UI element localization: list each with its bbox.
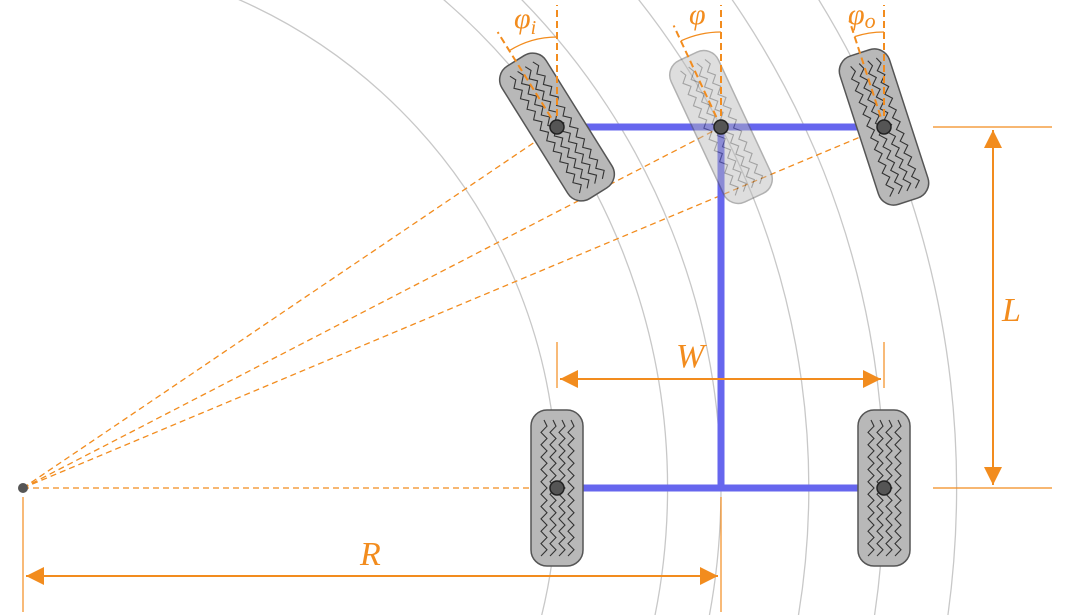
phi-center-label: φ [689,0,706,31]
wheel-pivots [549,119,892,496]
wheelbase-label: L [1001,292,1021,329]
tire-tread [850,65,895,197]
tire-tread [875,57,920,189]
track-width-label: W [676,338,707,375]
turning-circle [520,0,722,615]
tire-tread [509,75,582,194]
labels: φi φ φo L W R [359,0,1021,573]
steering-angle-markers [496,5,885,128]
turning-circle [238,0,558,615]
turn-radius-label: R [359,536,381,573]
turning-circle [731,0,885,615]
wheel-pivot [713,119,729,135]
turning-center-ray [22,126,885,489]
tire-tread [567,419,575,557]
tire-tread [696,62,756,188]
phi-inner-label: φi [514,2,536,39]
steering-angle-arc [680,31,722,42]
wheel-pivot [876,480,892,496]
tire-axis-reference [496,31,558,128]
tire-tread [540,419,548,557]
tire-tread [558,419,566,557]
tire-tread [524,66,598,184]
wheel-pivot [876,119,892,135]
steering-angle-arc [854,31,885,38]
turning-circles [238,0,957,615]
phi-outer-label: φo [848,0,876,33]
tire-tread [894,419,902,557]
tire-tread [704,59,764,185]
tire-tread [885,419,893,557]
tire-axis-reference [848,20,885,128]
steering-angle-arc [508,36,558,52]
tire-tread [867,60,912,192]
wheel-pivot [549,119,565,135]
turning-center-ray [22,126,558,489]
wheel-pivot [549,480,565,496]
turning-circle [817,0,957,615]
tire-tread [532,61,605,179]
tire-tread [680,70,739,196]
dimension-lines [22,126,1052,612]
turning-center-point [18,483,28,493]
tire-axis-reference [672,25,722,128]
tire-tread [867,419,875,557]
turning-center-ray [22,126,722,489]
